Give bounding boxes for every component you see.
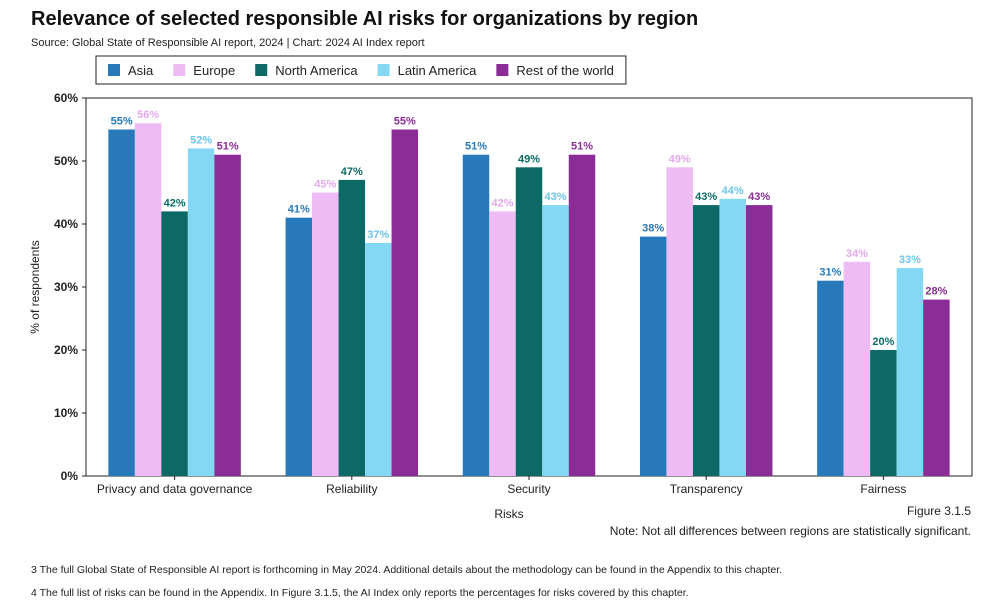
y-tick-label: 10%	[54, 406, 78, 420]
legend-label-north-america: North America	[275, 63, 358, 78]
data-label-europe-privacy-and-data-governance: 56%	[137, 109, 159, 121]
data-label-europe-security: 42%	[491, 197, 513, 209]
data-label-rest-of-the-world-privacy-and-data-governance: 51%	[217, 141, 239, 153]
legend-label-europe: Europe	[193, 63, 235, 78]
data-label-europe-transparency: 49%	[669, 153, 691, 165]
data-label-latin-america-fairness: 33%	[899, 254, 921, 266]
bar-europe-reliability	[312, 192, 339, 476]
bar-latin-america-reliability	[365, 242, 392, 476]
bar-rest-of-the-world-privacy-and-data-governance	[214, 154, 241, 476]
legend-swatch-europe	[173, 64, 186, 76]
bar-rest-of-the-world-transparency	[745, 205, 773, 476]
data-label-asia-fairness: 31%	[819, 267, 841, 279]
bar-europe-fairness	[843, 261, 871, 476]
y-tick-label: 40%	[54, 217, 78, 231]
bar-asia-reliability	[285, 217, 313, 476]
bar-latin-america-fairness	[896, 268, 924, 476]
x-tick-label-fairness: Fairness	[860, 482, 906, 496]
bar-rest-of-the-world-reliability	[391, 129, 419, 476]
legend-swatch-rest-of-the-world	[496, 64, 509, 76]
bar-asia-privacy-and-data-governance	[108, 129, 135, 476]
data-label-north-america-fairness: 20%	[872, 336, 894, 348]
legend-label-asia: Asia	[128, 63, 154, 78]
data-label-north-america-security: 49%	[518, 153, 540, 165]
figure-label: Figure 3.1.5	[906, 504, 971, 518]
data-label-north-america-transparency: 43%	[695, 191, 717, 203]
bar-north-america-reliability	[338, 179, 366, 476]
bar-rest-of-the-world-fairness	[923, 299, 950, 476]
y-tick-label: 20%	[54, 343, 78, 357]
data-label-rest-of-the-world-fairness: 28%	[925, 286, 947, 298]
x-tick-label-privacy-and-data-governance: Privacy and data governance	[97, 482, 253, 496]
data-label-asia-privacy-and-data-governance: 55%	[111, 116, 133, 128]
bar-latin-america-privacy-and-data-governance	[187, 148, 215, 476]
y-tick-label: 50%	[54, 154, 78, 168]
data-label-asia-security: 51%	[465, 141, 487, 153]
footnote-3: 3 The full Global State of Responsible A…	[31, 564, 783, 576]
data-label-latin-america-security: 43%	[544, 191, 566, 203]
bar-latin-america-security	[542, 205, 569, 476]
y-tick-label: 0%	[61, 469, 79, 483]
data-label-north-america-reliability: 47%	[341, 166, 363, 178]
legend-label-latin-america: Latin America	[398, 63, 478, 78]
x-tick-label-transparency: Transparency	[670, 482, 743, 496]
bar-asia-fairness	[817, 280, 844, 476]
bar-asia-transparency	[639, 236, 667, 476]
data-label-europe-fairness: 34%	[846, 248, 868, 260]
data-label-north-america-privacy-and-data-governance: 42%	[164, 197, 186, 209]
bar-north-america-fairness	[870, 350, 897, 476]
data-label-latin-america-privacy-and-data-governance: 52%	[190, 134, 212, 146]
x-tick-label-reliability: Reliability	[326, 482, 377, 496]
data-label-asia-reliability: 41%	[288, 204, 310, 216]
data-label-europe-reliability: 45%	[314, 179, 336, 191]
chart-title: Relevance of selected responsible AI ris…	[31, 8, 699, 30]
bar-chart: 0% 10% 20% 30% 40% 50% 60% % of respondents Priv…	[28, 55, 973, 521]
bar-asia-security	[462, 154, 490, 476]
bar-latin-america-transparency	[719, 198, 746, 477]
bar-europe-privacy-and-data-governance	[134, 123, 162, 476]
chart-source: Source: Global State of Responsible AI r…	[31, 37, 425, 49]
y-tick-label: 30%	[54, 280, 78, 294]
data-label-rest-of-the-world-transparency: 43%	[748, 191, 770, 203]
bar-north-america-privacy-and-data-governance	[161, 211, 188, 476]
x-tick-label-security: Security	[507, 482, 550, 496]
data-label-rest-of-the-world-security: 51%	[571, 141, 593, 153]
footnote-4: 4 The full list of risks can be found in…	[31, 587, 689, 599]
data-label-asia-transparency: 38%	[642, 223, 664, 235]
x-axis-label: Risks	[494, 507, 523, 521]
y-tick-label: 60%	[54, 91, 78, 105]
bar-europe-transparency	[666, 167, 693, 477]
bar-europe-security	[489, 211, 516, 476]
y-axis-label: % of respondents	[28, 240, 42, 333]
bar-north-america-security	[515, 167, 543, 477]
legend-swatch-north-america	[255, 64, 268, 76]
chart-note: Note: Not all differences between region…	[609, 524, 971, 538]
data-label-latin-america-reliability: 37%	[367, 229, 389, 241]
bar-north-america-transparency	[692, 205, 720, 476]
data-label-rest-of-the-world-reliability: 55%	[394, 116, 416, 128]
legend-swatch-latin-america	[377, 64, 390, 76]
bar-rest-of-the-world-security	[568, 154, 596, 476]
legend	[95, 55, 627, 85]
legend-swatch-asia	[108, 64, 120, 76]
data-label-latin-america-transparency: 44%	[722, 185, 744, 197]
legend-label-rest-of-the-world: Rest of the world	[516, 63, 614, 78]
